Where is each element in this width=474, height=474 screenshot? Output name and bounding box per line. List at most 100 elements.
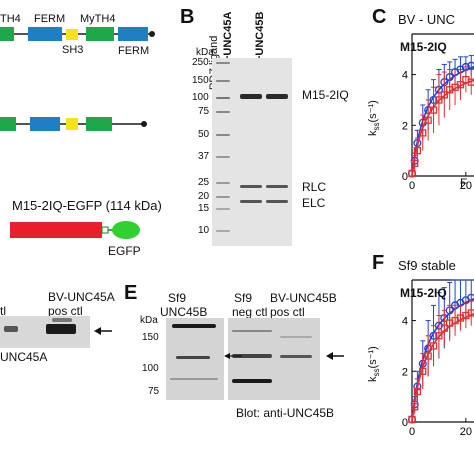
egfp-label: EGFP xyxy=(108,244,141,258)
chart-c-point-square xyxy=(435,96,443,104)
panel-letter-f: F xyxy=(372,252,385,274)
chart-c-point-square xyxy=(424,116,432,124)
chart-c-point-square xyxy=(429,106,438,114)
chart-f-point-square xyxy=(429,342,438,350)
lane-label-bv-unc45a: BV-UNC45A xyxy=(48,290,115,304)
chart-c-point-square xyxy=(408,169,416,178)
chart-f-plot: 0 2 4 0 20 xyxy=(402,279,474,438)
chart-f-point-square xyxy=(467,309,474,317)
marker-15: 15 xyxy=(198,203,210,214)
marker-150: 150 xyxy=(192,75,209,86)
chart-f-xtick-label: 20 xyxy=(460,426,472,438)
band-label-rlc: RLC xyxy=(302,180,327,194)
panel-letter-e: E xyxy=(124,282,138,304)
label-ferm-2: FERM xyxy=(118,45,150,57)
marker-25: 25 xyxy=(198,177,210,188)
chart-c-fit-line-0 xyxy=(411,65,474,177)
marker-100: 100 xyxy=(192,92,209,103)
chart-c-xtick-label: 20 xyxy=(460,180,472,192)
chart-f-point-square xyxy=(413,387,422,396)
chart-f-legend: M15-2IQ xyxy=(400,286,447,300)
marker-e-150: 150 xyxy=(142,332,159,343)
domain-diagram-truncated xyxy=(0,117,147,131)
marker-10: 10 xyxy=(198,225,210,236)
label-ferm-1: FERM xyxy=(34,13,66,25)
blot-e-label: Blot: anti-UNC45B xyxy=(236,406,335,420)
lane-label-neg-ctl: neg ctl xyxy=(232,305,268,319)
chart-c-point-square xyxy=(419,129,427,137)
panel-letter-c: C xyxy=(372,6,387,28)
domain-ferm-1 xyxy=(28,27,62,41)
chart-c-ytick-label: 2 xyxy=(402,120,408,132)
lane-label-pos-ctl-b: pos ctl xyxy=(270,305,305,319)
lane-label-sf9-1: Sf9 xyxy=(168,291,187,305)
egfp-blob xyxy=(112,221,140,239)
domain-ferm-2 xyxy=(118,27,148,41)
chart-f-point-square xyxy=(408,415,416,424)
chart-f-title: Sf9 stable xyxy=(398,258,456,273)
label-myth4: MyTH4 xyxy=(80,13,116,25)
chart-f-point-square xyxy=(435,332,443,340)
lane-label-bv-unc45b: BV-UNC45B xyxy=(270,291,337,305)
chart-f-ytick-label: 0 xyxy=(402,417,408,429)
domain-myth4-2 xyxy=(86,27,114,41)
lane-label-ctl-fragment: tl xyxy=(0,304,6,318)
chart-c-title: BV - UNC xyxy=(398,12,456,27)
chart-c-ylabel: kss(s⁻¹) xyxy=(367,100,382,136)
chart-f-point-square xyxy=(440,324,448,332)
chart-f-point-square xyxy=(411,403,419,411)
chart-f-point-square xyxy=(424,352,432,360)
chart-f-ytick-label: 2 xyxy=(402,366,408,378)
motor-domain-bar xyxy=(10,222,102,238)
blot-d-label: UNC45A xyxy=(0,350,48,364)
marker-e-100: 100 xyxy=(142,363,159,374)
chart-c-point-square xyxy=(456,81,465,89)
domain-diagram-full xyxy=(0,27,155,41)
label-sh3: SH3 xyxy=(62,44,84,56)
chart-f-ytick-label: 4 xyxy=(402,316,408,328)
lane-label-unc45a: +UNC45A xyxy=(222,11,234,62)
arrow-e-small-icon xyxy=(224,353,242,359)
chart-c-legend: M15-2IQ xyxy=(400,40,447,54)
blot-e-image-2 xyxy=(228,318,320,400)
chart-c-point-square xyxy=(440,91,448,99)
lane-label-unc45b: +UNC45B xyxy=(254,11,266,62)
blot-d-image xyxy=(0,316,90,348)
chart-c-ytick-label: 0 xyxy=(402,171,408,183)
chart-c-point-square xyxy=(467,78,474,86)
chart-f-ylabel: kss(s⁻¹) xyxy=(367,346,382,382)
label-th4: TH4 xyxy=(0,13,21,25)
kda-label: kDa xyxy=(196,47,214,58)
marker-50: 50 xyxy=(198,129,210,140)
band-m15-lane2 xyxy=(266,94,288,99)
marker-37: 37 xyxy=(198,151,210,162)
gel-image xyxy=(212,58,292,246)
construct-diagram xyxy=(10,221,140,239)
chart-f-point-square xyxy=(419,367,427,375)
domain-sh3 xyxy=(66,29,78,40)
panel-letter-b: B xyxy=(180,6,195,28)
arrow-e-icon xyxy=(326,352,344,360)
marker-20: 20 xyxy=(198,191,210,202)
marker-e-75: 75 xyxy=(148,386,160,397)
band-m15-lane1 xyxy=(240,94,262,99)
kda-label-e: kDa xyxy=(140,315,158,326)
marker-75: 75 xyxy=(198,106,210,117)
chart-f-xtick-label: 0 xyxy=(409,426,415,438)
domain-myth4-1 xyxy=(0,27,14,41)
lane-label-unc45b: UNC45B xyxy=(160,305,208,319)
lane-label-pos-ctl-a: pos ctl xyxy=(48,304,83,318)
chart-c-xtick-label: 0 xyxy=(409,180,415,192)
band-label-elc: ELC xyxy=(302,196,326,210)
chart-c-xlabel: F xyxy=(460,176,468,190)
pdz-ligand-dot xyxy=(149,31,155,37)
blot-e-image-1 xyxy=(166,318,224,400)
arrow-d-icon xyxy=(94,327,112,335)
chart-c-point-square xyxy=(413,146,422,155)
band-label-m15: M15-2IQ xyxy=(302,88,349,102)
construct-label: M15-2IQ-EGFP (114 kDa) xyxy=(12,198,162,213)
chart-c-ytick-label: 4 xyxy=(402,70,408,82)
marker-250: 250 xyxy=(192,57,209,68)
lane-label-sf9-2: Sf9 xyxy=(234,291,253,305)
